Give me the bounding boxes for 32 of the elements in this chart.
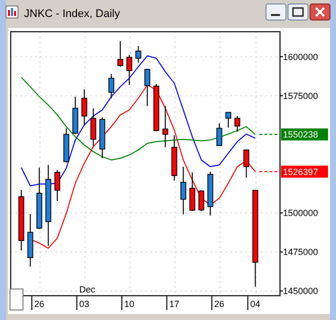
x-tick-label: 17 [169,299,180,309]
x-tick-label: 26 [34,299,44,309]
ref-line-label: 1526397 [283,166,318,177]
y-tick-label: 1600000 [283,52,318,62]
x-tick-label: 03 [79,299,90,309]
candlestick [108,74,114,99]
candlestick [180,166,186,215]
x-tick-label: 04 [250,299,260,309]
ref-line-label: 1550238 [283,130,318,140]
candlestick [135,46,142,64]
x-tick-label: 26 [214,299,224,309]
candlestick [117,40,124,68]
candlestick [126,54,132,86]
candlestick [144,68,150,107]
x-tick-label: 10 [124,299,134,309]
annotation: Dec [79,284,96,295]
candlestick [189,172,196,212]
y-tick-label: 1575000 [283,90,318,101]
candlestick [243,149,250,178]
candlestick [198,190,204,212]
candlestick [162,106,168,148]
line-series [20,76,256,160]
y-tick-label: 1500000 [283,208,318,218]
candlestick [234,116,240,132]
y-tick-label: 1450000 [283,286,318,296]
candlestick [81,88,88,126]
candlestick [225,112,232,128]
y-tick-label: 1475000 [283,247,318,258]
candlestick [216,122,222,146]
candlestick [54,169,60,202]
chart-title: JNKC - Index, Daily [24,8,120,20]
candlestick [90,108,96,147]
